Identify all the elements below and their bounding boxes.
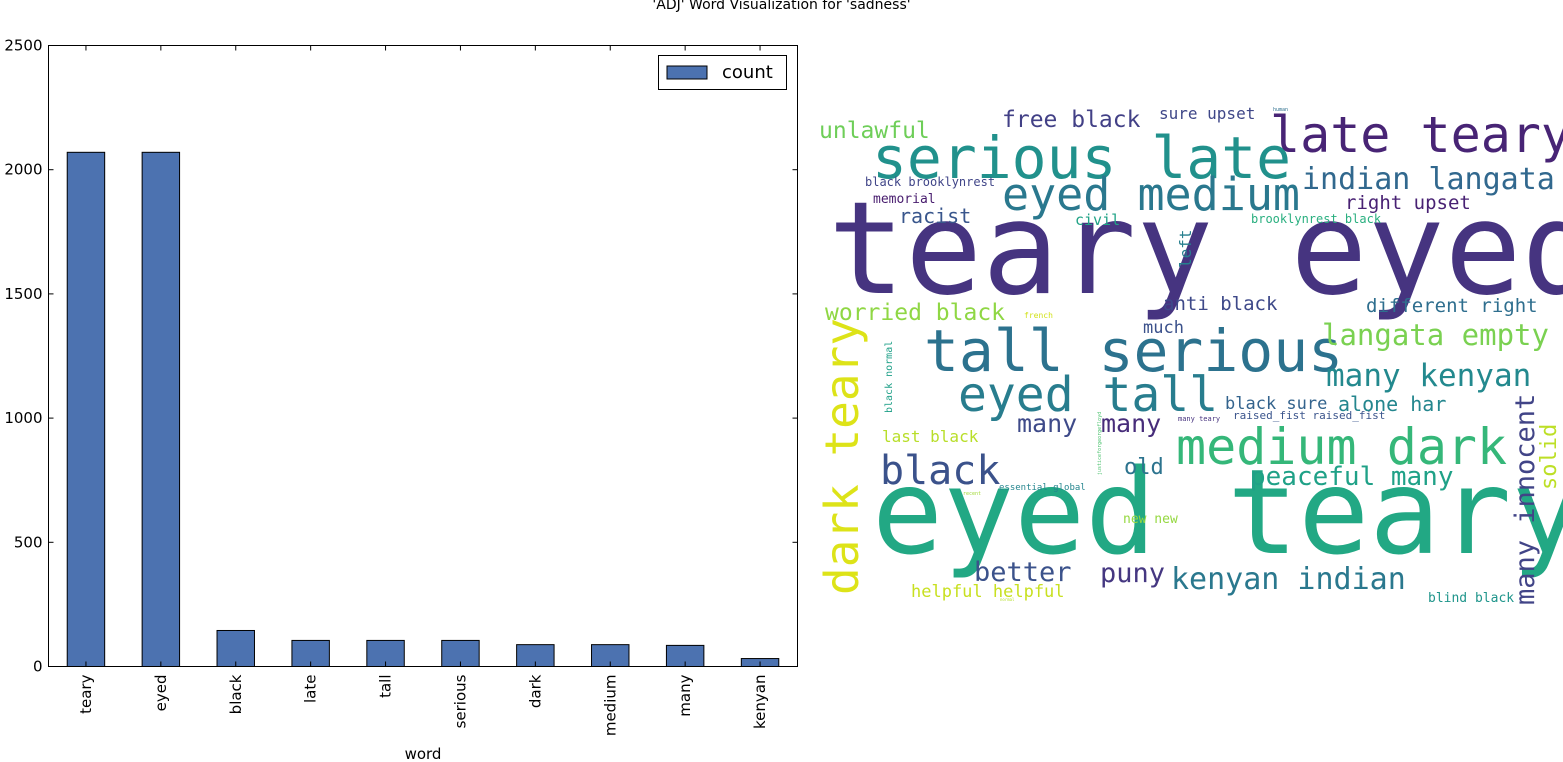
word-cloud-term: eyed teary bbox=[872, 443, 1563, 581]
word-cloud-term: much bbox=[1143, 318, 1184, 338]
word-cloud-term: french bbox=[1024, 311, 1053, 320]
word-cloud-term: memorial bbox=[873, 192, 936, 207]
x-tick-label: medium bbox=[601, 675, 619, 737]
word-cloud-term: helpful helpful bbox=[911, 582, 1065, 602]
x-tick-label: kenyan bbox=[751, 675, 769, 729]
x-tick-label: dark bbox=[526, 674, 544, 708]
word-cloud-term: indian langata bbox=[1302, 162, 1555, 197]
word-cloud-term: unlawful bbox=[819, 118, 930, 144]
x-tick-label: tall bbox=[377, 675, 395, 698]
x-tick-label: late bbox=[302, 675, 320, 703]
word-cloud-term: langata empty bbox=[1322, 318, 1549, 352]
word-cloud-term: recent bbox=[963, 491, 981, 497]
x-axis-label: word bbox=[405, 745, 442, 762]
legend-label-count: count bbox=[722, 62, 773, 83]
word-cloud-term: normal bbox=[1000, 597, 1015, 602]
x-tick-label: eyed bbox=[152, 675, 170, 712]
word-cloud-term: alone har bbox=[1338, 392, 1446, 416]
word-cloud-term: free black bbox=[1002, 107, 1141, 133]
word-cloud-term: eyed medium bbox=[1002, 168, 1300, 221]
word-cloud-term: kenyan indian bbox=[1171, 562, 1406, 597]
x-tick-label: many bbox=[676, 674, 694, 716]
plot-frame bbox=[48, 45, 798, 667]
word-cloud-term: anti black bbox=[1163, 293, 1278, 315]
y-tick-label: 1000 bbox=[4, 409, 42, 427]
word-cloud-term: teary eyed bbox=[828, 175, 1563, 324]
word-cloud-term: solid bbox=[1537, 424, 1562, 490]
word-cloud-term: many innocent bbox=[1510, 394, 1541, 605]
word-cloud-term: raised_fist raised_fist bbox=[1233, 409, 1385, 422]
word-cloud-term: late teary bbox=[1270, 106, 1563, 164]
word-cloud-term: last black bbox=[882, 427, 979, 446]
word-cloud-term: eyed tall bbox=[958, 367, 1218, 423]
legend-swatch-count bbox=[666, 65, 708, 80]
bar-black bbox=[216, 629, 255, 667]
figure-title: 'ADJ' Word Visualization for 'sadness' bbox=[652, 0, 911, 13]
word-cloud-term: brooklynrest black bbox=[1251, 212, 1382, 226]
word-cloud-term: right upset bbox=[1345, 192, 1471, 214]
x-tick-label: black bbox=[227, 674, 245, 714]
y-tick-label: 1500 bbox=[4, 285, 42, 303]
word-cloud-term: medium dark bbox=[1176, 418, 1507, 476]
word-cloud-term: black bbox=[880, 448, 1000, 494]
bars-layer bbox=[66, 151, 780, 668]
word-cloud-term: justiceforgeorgefloyd bbox=[1097, 412, 1103, 475]
word-cloud-term: puny bbox=[1100, 558, 1165, 589]
word-cloud-term: blind black bbox=[1428, 591, 1514, 606]
word-cloud-term: peaceful many bbox=[1250, 462, 1454, 492]
word-cloud-term: racist bbox=[899, 204, 971, 228]
bar-teary bbox=[66, 151, 106, 667]
word-cloud-term: many bbox=[1101, 409, 1161, 438]
word-cloud-term: serious late bbox=[872, 124, 1291, 192]
x-axis: teary eyed black late tall serious dark medium m… bbox=[77, 45, 769, 737]
word-cloud-term: old bbox=[1124, 455, 1164, 480]
word-cloud-term: sure upset bbox=[1159, 104, 1255, 123]
word-cloud-term: dark teary bbox=[815, 318, 869, 595]
word-cloud-term: left bbox=[1176, 229, 1195, 268]
word-cloud-term: many kenyan bbox=[1326, 358, 1531, 394]
word-cloud-term: better bbox=[974, 557, 1072, 588]
word-cloud-term: human bbox=[1273, 107, 1288, 113]
legend: count bbox=[658, 55, 787, 90]
word-cloud-term: black brooklynrest bbox=[865, 175, 995, 189]
word-cloud-term: black sure bbox=[1225, 394, 1327, 414]
word-cloud-term: new new bbox=[1123, 512, 1178, 527]
word-cloud-term: essential global bbox=[999, 483, 1086, 493]
word-cloud-term: different right bbox=[1366, 295, 1538, 317]
y-tick-label: 500 bbox=[14, 533, 43, 551]
y-tick-label: 2500 bbox=[4, 37, 42, 55]
x-tick-label: serious bbox=[451, 674, 469, 728]
word-cloud-term: many teary bbox=[1178, 415, 1220, 423]
word-cloud-term: civil bbox=[1075, 211, 1120, 229]
word-cloud-term: tall serious bbox=[924, 317, 1343, 385]
x-tick-label: teary bbox=[77, 674, 95, 713]
y-axis: 0 500 1000 1500 2000 2500 bbox=[4, 37, 798, 676]
word-cloud-term: black normal bbox=[884, 341, 895, 413]
word-cloud-term: worried black bbox=[825, 300, 1005, 326]
word-cloud-term: many bbox=[1017, 409, 1077, 438]
y-tick-label: 0 bbox=[33, 658, 43, 676]
y-tick-label: 2000 bbox=[4, 161, 42, 179]
